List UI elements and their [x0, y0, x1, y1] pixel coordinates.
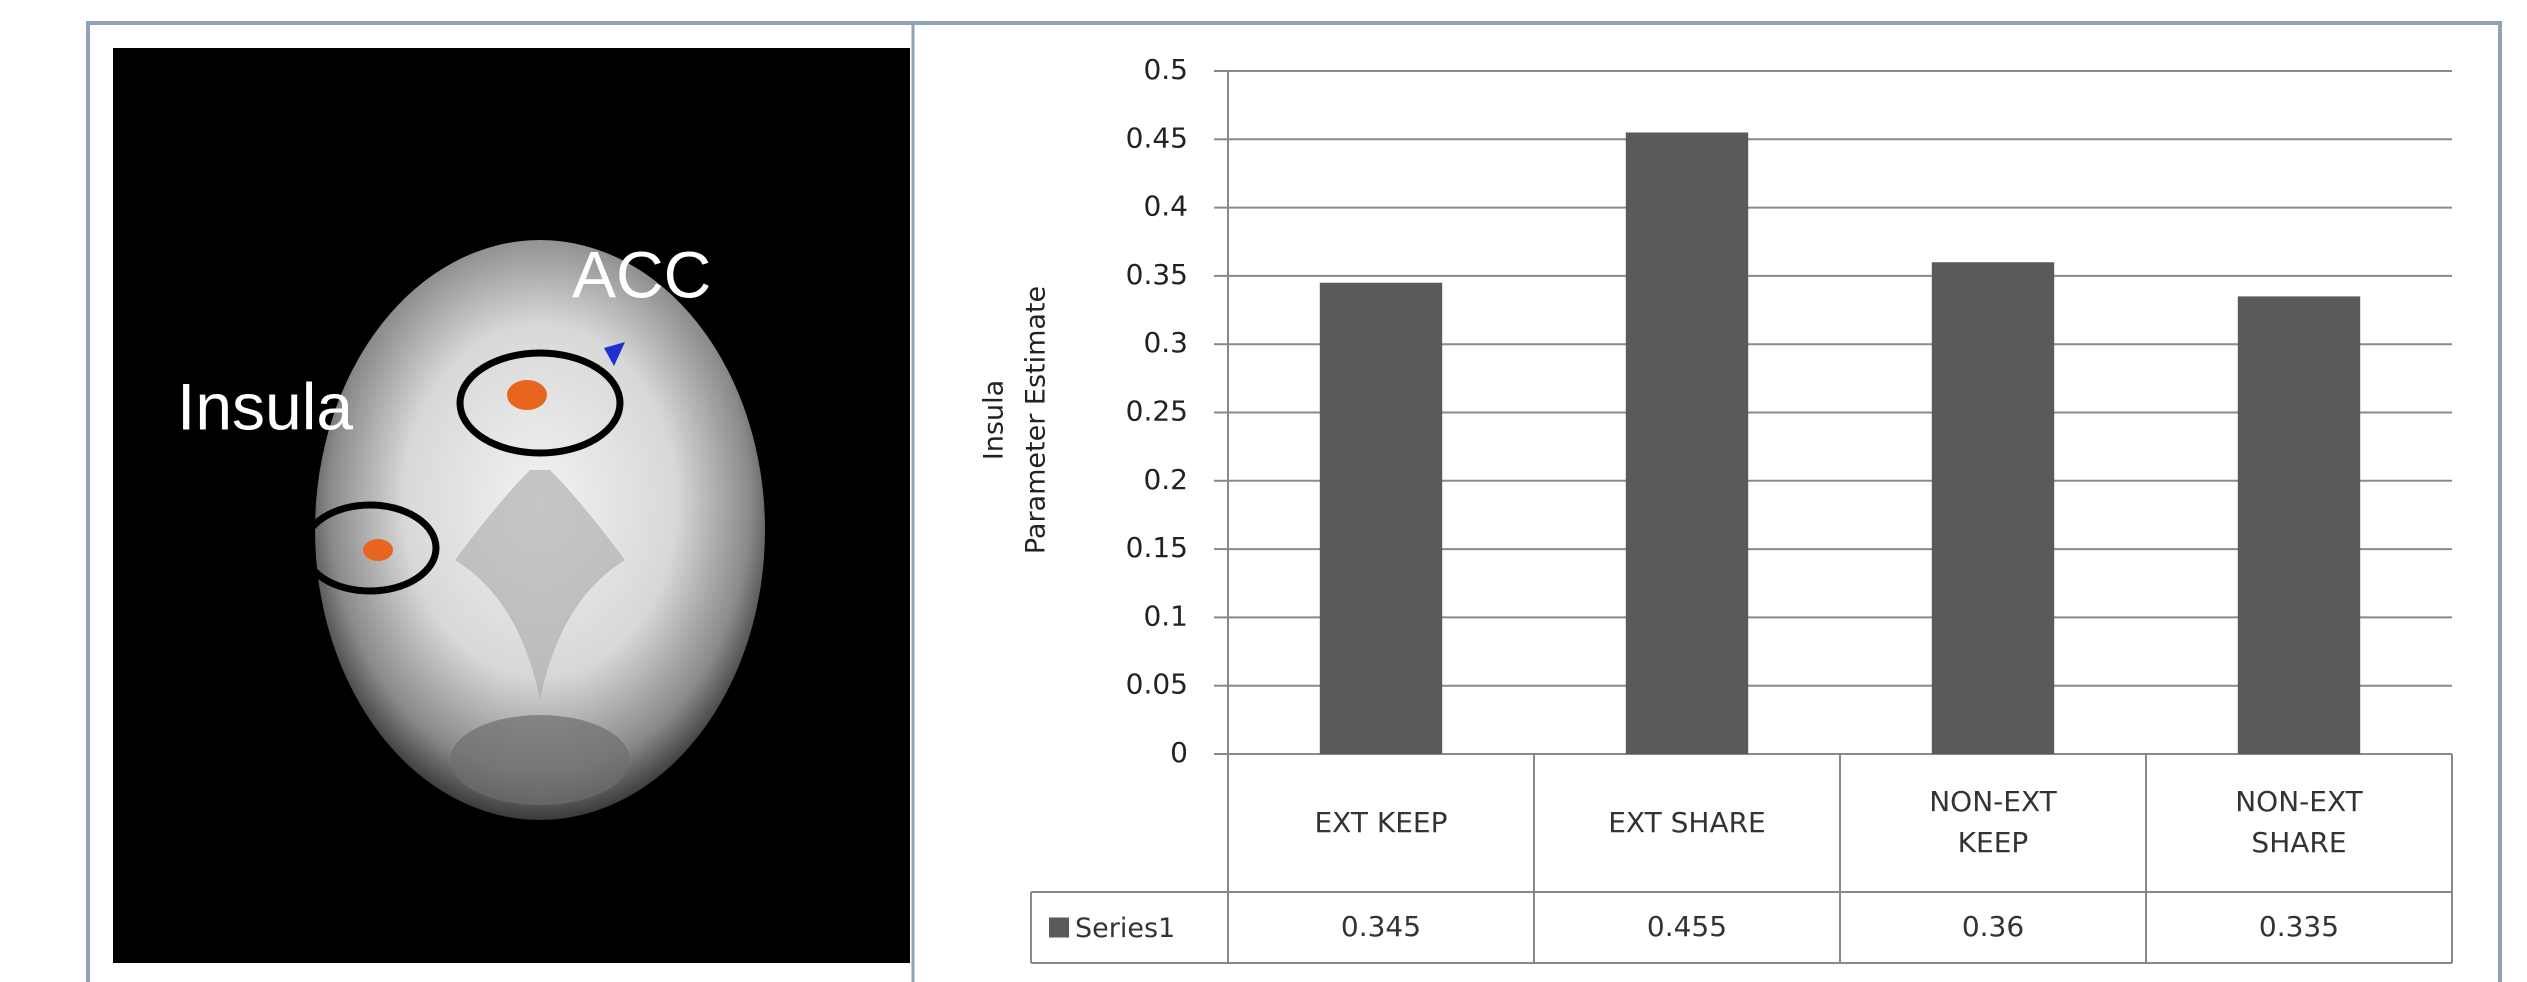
x-tick-label-text: NON-EXT SHARE	[2209, 782, 2389, 863]
bar	[1320, 283, 1442, 754]
x-tick-label-text: EXT SHARE	[1597, 803, 1777, 844]
y-tick-label: 0.1	[1143, 599, 1188, 632]
bar	[1626, 132, 1748, 754]
x-tick-label-text: NON-EXT KEEP	[1903, 782, 2083, 863]
x-tick-label: EXT KEEP	[1228, 754, 1534, 892]
acc-activation	[507, 380, 547, 410]
x-tick-label: NON-EXT SHARE	[2146, 754, 2452, 892]
y-axis-label: Parameter Estimate	[1021, 286, 1052, 554]
insula-label: Insula	[177, 369, 353, 443]
y-tick-label: 0	[1170, 736, 1188, 769]
y-tick-label: 0.5	[1143, 53, 1188, 86]
y-tick-label: 0.15	[1126, 531, 1188, 564]
table-value-text: 0.345	[1291, 907, 1471, 948]
y-tick-label: 0.35	[1126, 258, 1188, 291]
y-tick-label: 0.2	[1143, 463, 1188, 496]
insula-activation	[363, 539, 393, 561]
table-value-text: 0.455	[1597, 907, 1777, 948]
brainstem	[450, 715, 630, 805]
x-tick-label: EXT SHARE	[1534, 754, 1840, 892]
y-tick-label: 0.45	[1126, 121, 1188, 154]
legend-swatch	[1049, 918, 1069, 938]
y-tick-label: 0.05	[1126, 668, 1188, 701]
table-value: 0.335	[2146, 892, 2452, 963]
acc-label: ACC	[572, 237, 711, 311]
bar	[2238, 296, 2360, 754]
bar	[1932, 262, 2054, 754]
table-value: 0.345	[1228, 892, 1534, 963]
x-tick-label: NON-EXT KEEP	[1840, 754, 2146, 892]
x-tick-label-text: EXT KEEP	[1291, 803, 1471, 844]
y-axis-label: Insula	[979, 380, 1010, 460]
table-value-text: 0.335	[2209, 907, 2389, 948]
table-value-text: 0.36	[1903, 907, 2083, 948]
page: Insula ACC Insula Parameter Estimate 0 0.…	[0, 0, 2527, 982]
table-value: 0.36	[1840, 892, 2146, 963]
y-tick-label: 0.25	[1126, 395, 1188, 428]
y-tick-label: 0.4	[1143, 190, 1188, 223]
y-tick-label: 0.3	[1143, 326, 1188, 359]
table-value: 0.455	[1534, 892, 1840, 963]
legend-label: Series1	[1075, 913, 1175, 944]
